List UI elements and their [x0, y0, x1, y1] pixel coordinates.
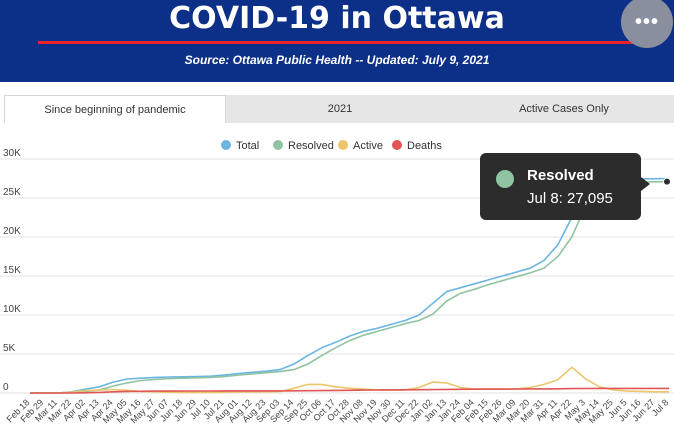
hover-point-marker	[663, 177, 671, 186]
y-axis-ticks: 0 5K 10K 15K 20K 25K 30K	[3, 148, 21, 393]
y-tick-label: 10K	[3, 304, 21, 315]
series-line-total	[30, 177, 670, 394]
page-title: COVID-19 in Ottawa	[169, 1, 505, 36]
series-line-deaths	[30, 387, 669, 394]
more-horizontal-icon: •••	[634, 10, 659, 33]
tooltip-arrow	[641, 177, 650, 191]
y-tick-label: 0	[3, 382, 9, 393]
tooltip-series-dot	[496, 170, 514, 188]
legend-marker-total	[221, 140, 231, 150]
page-subtitle: Source: Ottawa Public Health -- Updated:…	[184, 53, 490, 67]
y-tick-label: 20K	[3, 226, 21, 237]
chart-tooltip: Resolved Jul 8: 27,095	[480, 153, 641, 220]
tooltip-value: Jul 8: 27,095	[527, 190, 613, 207]
y-tick-label: 25K	[3, 187, 21, 198]
tab-active-cases-only[interactable]: Active Cases Only	[519, 103, 609, 115]
more-options-button[interactable]: •••	[621, 0, 673, 48]
legend-label-resolved: Resolved	[288, 140, 334, 152]
y-tick-label: 5K	[3, 343, 16, 354]
tab-since-beginning[interactable]: Since beginning of pandemic	[4, 95, 226, 123]
title-underline	[38, 41, 633, 44]
series-line-resolved	[30, 180, 670, 394]
chart-legend: Total Resolved Active Deaths	[221, 140, 442, 152]
tab-2021[interactable]: 2021	[327, 103, 353, 115]
y-tick-label: 30K	[3, 148, 21, 159]
legend-label-active: Active	[353, 140, 383, 152]
series-lines	[30, 177, 670, 394]
legend-marker-resolved	[273, 140, 283, 150]
legend-marker-active	[338, 140, 348, 150]
y-tick-label: 15K	[3, 265, 21, 276]
tooltip-series-name: Resolved	[527, 167, 594, 184]
x-tick-label: Jul 8	[650, 397, 671, 418]
header-banner: COVID-19 in Ottawa Source: Ottawa Public…	[0, 0, 674, 82]
tab-bar: Since beginning of pandemic 2021 Active …	[4, 95, 674, 123]
legend-marker-deaths	[392, 140, 402, 150]
legend-label-deaths: Deaths	[407, 140, 442, 152]
legend-label-total: Total	[236, 140, 259, 152]
